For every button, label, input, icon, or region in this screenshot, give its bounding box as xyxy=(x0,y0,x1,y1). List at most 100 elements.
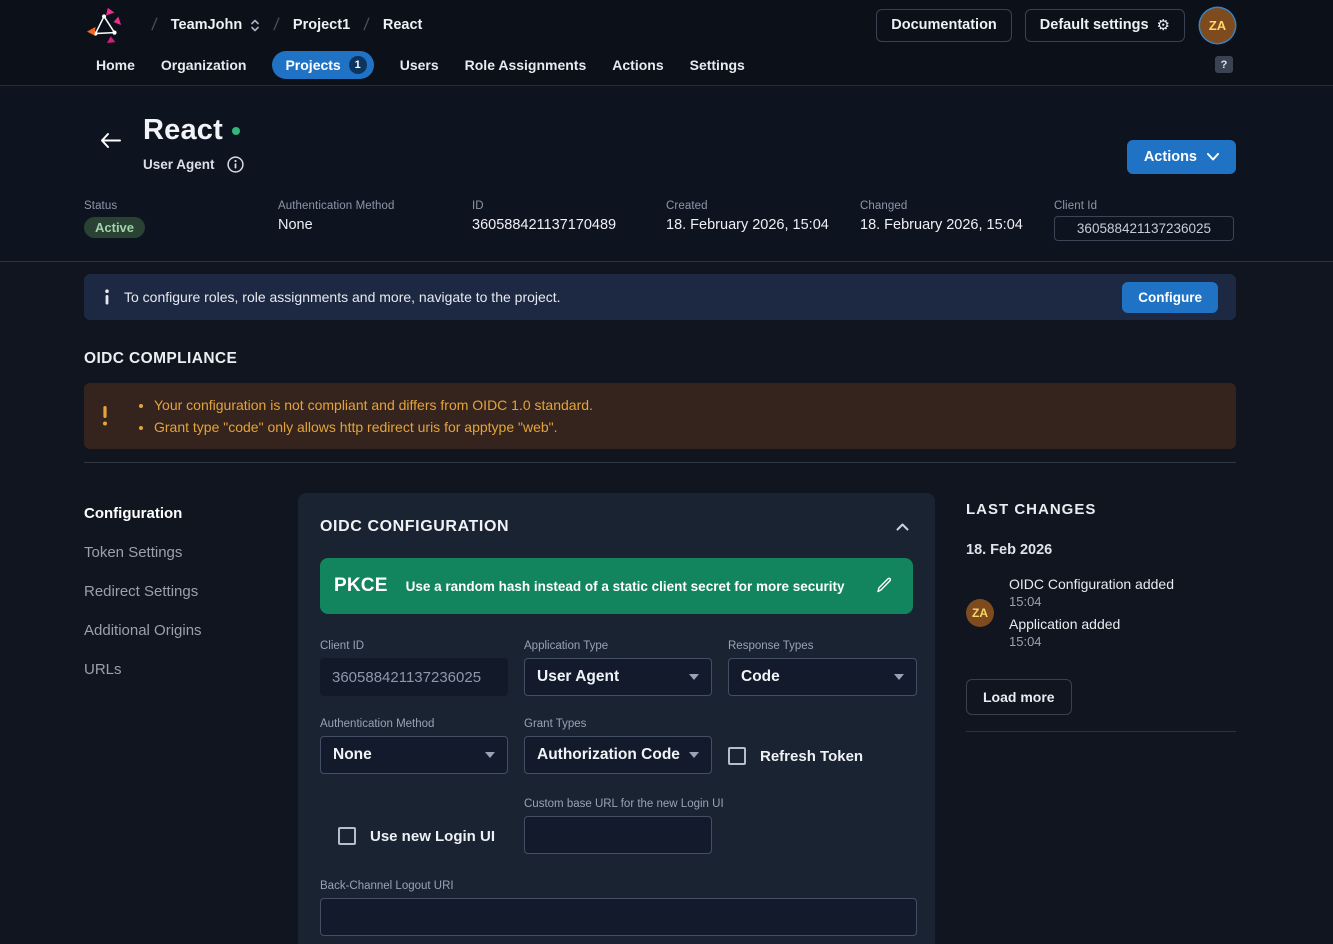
grant-types-select[interactable]: Authorization Code xyxy=(524,736,712,774)
event-time: 15:04 xyxy=(1009,594,1042,609)
select-caret-icon xyxy=(894,674,904,680)
warning-icon xyxy=(103,406,107,426)
edit-auth-method-button[interactable] xyxy=(872,573,895,599)
client-id-copy-box[interactable]: 360588421137236025 xyxy=(1054,216,1234,241)
chevron-down-icon xyxy=(1207,153,1219,161)
active-status-dot xyxy=(232,127,240,135)
projects-count-badge: 1 xyxy=(348,55,367,74)
tab-settings[interactable]: Settings xyxy=(689,56,745,73)
back-button[interactable] xyxy=(96,128,125,156)
breadcrumb-app-label: React xyxy=(382,17,423,33)
response-types-field-group: Response Types Code xyxy=(728,640,917,696)
response-types-value: Code xyxy=(741,668,780,685)
arrow-left-icon xyxy=(101,133,121,148)
card-title: OIDC CONFIGURATION xyxy=(320,517,510,535)
select-caret-icon xyxy=(689,674,699,680)
sidemenu-item-urls[interactable]: URLs xyxy=(84,661,122,678)
meta-auth-method-value: None xyxy=(278,217,313,233)
collapse-card-button[interactable] xyxy=(892,515,913,538)
pkce-banner: PKCE Use a random hash instead of a stat… xyxy=(320,558,913,614)
client-id-field-group: Client ID 360588421137236025 xyxy=(320,640,508,696)
event-avatar: ZA xyxy=(966,598,994,627)
changes-divider xyxy=(966,731,1236,732)
select-caret-icon xyxy=(689,752,699,758)
refresh-token-option: Refresh Token xyxy=(728,747,917,765)
custom-login-url-label: Custom base URL for the new Login UI xyxy=(524,798,724,810)
back-channel-logout-input[interactable] xyxy=(320,898,917,936)
use-new-login-ui-label: Use new Login UI xyxy=(370,827,496,845)
tab-role-assignments[interactable]: Role Assignments xyxy=(464,56,587,73)
sidemenu-item-additional-origins[interactable]: Additional Origins xyxy=(84,622,202,639)
tab-actions[interactable]: Actions xyxy=(612,56,664,73)
meta-created-label: Created xyxy=(666,200,708,212)
user-avatar[interactable]: ZA xyxy=(1200,7,1235,43)
banner-info-icon xyxy=(105,289,109,305)
meta-auth-method-label: Authentication Method xyxy=(278,200,395,212)
custom-login-url-input[interactable] xyxy=(524,816,712,854)
event-label: Application added xyxy=(1009,616,1121,632)
pkce-tag: PKCE xyxy=(334,575,388,596)
project-info-banner: To configure roles, role assignments and… xyxy=(84,274,1236,320)
app-meta-row: Status Active Authentication Method None… xyxy=(84,200,1236,241)
meta-changed-label: Changed xyxy=(860,200,908,212)
meta-changed-value: 18. February 2026, 15:04 xyxy=(860,217,1023,233)
topbar: / TeamJohn / Project1 / React Documentat… xyxy=(0,0,1333,50)
form-row-1: Client ID 360588421137236025 Application… xyxy=(320,640,917,696)
org-switcher-icon xyxy=(251,19,259,31)
meta-status: Status Active xyxy=(84,200,278,241)
client-id-input: 360588421137236025 xyxy=(320,658,508,696)
sidemenu-item-token-settings[interactable]: Token Settings xyxy=(84,544,183,561)
grant-types-value: Authorization Code xyxy=(537,746,680,763)
response-types-select[interactable]: Code xyxy=(728,658,917,696)
help-button[interactable]: ? xyxy=(1215,56,1233,73)
use-new-login-ui-checkbox[interactable] xyxy=(338,827,356,845)
meta-status-label: Status xyxy=(84,200,118,212)
banner-text: To configure roles, role assignments and… xyxy=(124,289,561,305)
zitadel-logo[interactable] xyxy=(86,5,124,45)
sidemenu-item-configuration[interactable]: Configuration xyxy=(84,505,183,522)
breadcrumb-separator: / xyxy=(362,15,371,34)
form-row-4: Back-Channel Logout URI xyxy=(320,880,917,936)
application-type-select[interactable]: User Agent xyxy=(524,658,712,696)
documentation-button[interactable]: Documentation xyxy=(876,8,1012,42)
event-label: OIDC Configuration added xyxy=(1009,576,1174,592)
default-settings-label: Default settings xyxy=(1039,17,1149,33)
application-type-value: User Agent xyxy=(537,668,620,685)
changes-date: 18. Feb 2026 xyxy=(966,542,1053,558)
section-divider xyxy=(84,462,1236,463)
info-icon[interactable] xyxy=(226,156,244,173)
compliance-warning-box: Your configuration is not compliant and … xyxy=(84,383,1236,449)
actions-button[interactable]: Actions xyxy=(1126,140,1236,174)
default-settings-button[interactable]: Default settings ⚙ xyxy=(1024,8,1185,42)
response-types-label: Response Types xyxy=(728,640,814,652)
breadcrumb-separator: / xyxy=(150,15,159,34)
application-type-label: Application Type xyxy=(524,640,609,652)
content-area: To configure roles, role assignments and… xyxy=(0,274,1333,944)
status-badge: Active xyxy=(84,217,146,238)
auth-method-field-group: Authentication Method None xyxy=(320,718,508,774)
tab-organization[interactable]: Organization xyxy=(160,56,247,73)
back-channel-logout-label: Back-Channel Logout URI xyxy=(320,880,454,892)
tab-projects-label: Projects xyxy=(285,56,341,73)
breadcrumb-app[interactable]: React xyxy=(383,17,423,33)
logo-icon xyxy=(86,7,122,44)
tab-home[interactable]: Home xyxy=(96,56,135,73)
refresh-token-checkbox[interactable] xyxy=(728,747,746,765)
change-event: OIDC Configuration added 15:04 xyxy=(1009,576,1174,609)
refresh-token-label: Refresh Token xyxy=(760,747,864,765)
event-time: 15:04 xyxy=(1009,634,1042,649)
gear-icon: ⚙ xyxy=(1156,16,1170,34)
config-side-menu: Configuration Token Settings Redirect Se… xyxy=(84,493,298,700)
breadcrumb-org[interactable]: TeamJohn xyxy=(171,17,260,33)
tab-projects[interactable]: Projects 1 xyxy=(272,50,374,79)
meta-client-id-label: Client Id xyxy=(1054,200,1098,212)
auth-method-select[interactable]: None xyxy=(320,736,508,774)
configure-button[interactable]: Configure xyxy=(1122,281,1218,313)
tab-users[interactable]: Users xyxy=(399,56,439,73)
title-block: React User Agent xyxy=(143,114,244,173)
sidemenu-item-redirect-settings[interactable]: Redirect Settings xyxy=(84,583,199,600)
compliance-warning-list: Your configuration is not compliant and … xyxy=(154,394,593,438)
meta-id-label: ID xyxy=(472,200,484,212)
breadcrumb-project[interactable]: Project1 xyxy=(293,17,350,33)
load-more-button[interactable]: Load more xyxy=(966,679,1072,715)
